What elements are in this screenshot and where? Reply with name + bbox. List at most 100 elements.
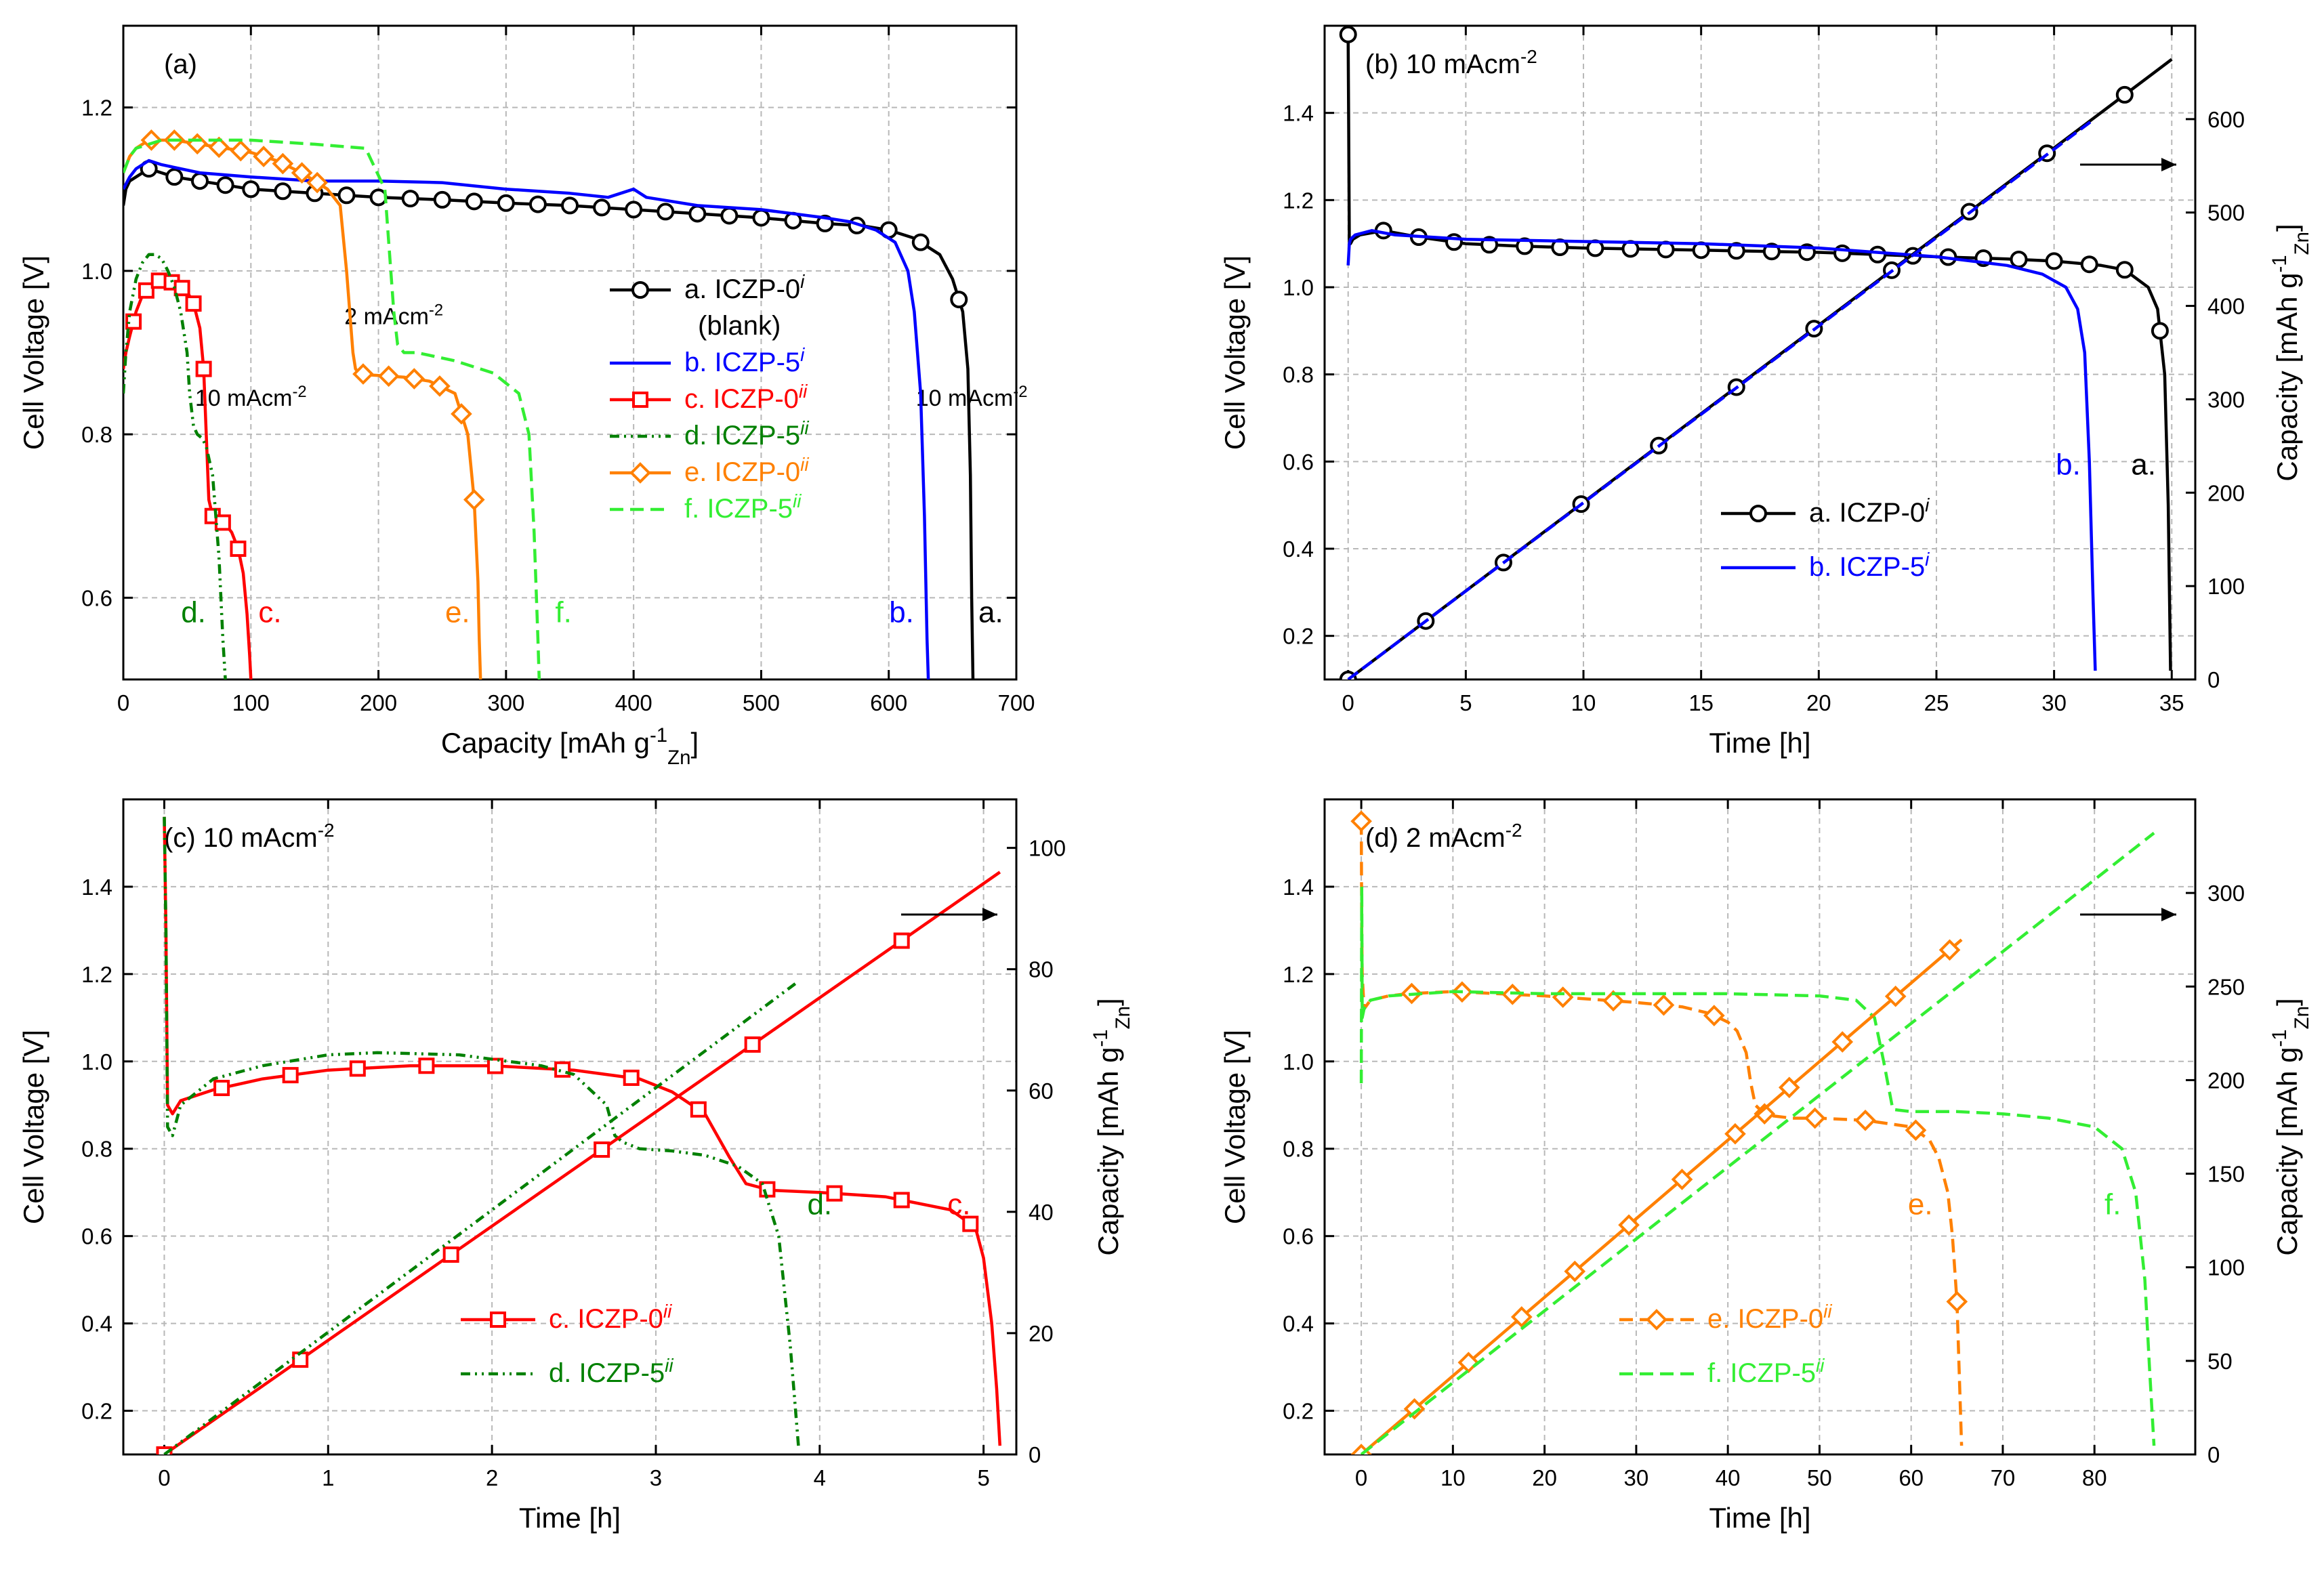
data-point-marker — [349, 1060, 366, 1077]
panel-title-part: (d) 2 mAcm — [1365, 823, 1506, 853]
legend: a. ICZP-0i(blank)b. ICZP-5ic. ICZP-0iid.… — [610, 271, 809, 524]
data-point-marker — [752, 209, 770, 227]
legend-label: d. ICZP-5ii — [684, 417, 809, 451]
x-tick-label: 500 — [743, 690, 780, 715]
data-point-marker — [213, 1080, 230, 1097]
curve-label: b. — [2056, 448, 2081, 482]
panel-title-part: -2 — [1506, 820, 1522, 841]
series-line-e — [123, 138, 482, 679]
gridlines — [123, 799, 1016, 1454]
x-tick-label: 35 — [2159, 690, 2184, 715]
y2-axis-label-part: Zn — [2291, 1006, 2313, 1029]
data-point-marker — [1564, 1260, 1586, 1282]
panel-title-part: -2 — [318, 820, 335, 841]
y2-tick-label: 500 — [2207, 201, 2245, 226]
data-point-marker — [214, 514, 231, 531]
curve-label: c. — [947, 1188, 970, 1221]
data-point-marker — [377, 365, 400, 387]
y2-tick-label: 200 — [2207, 1068, 2245, 1093]
data-point-marker — [463, 488, 485, 511]
annotation-label: 2 mAcm-2 — [344, 301, 443, 330]
y-tick-label: 0.4 — [1283, 537, 1314, 562]
data-point-marker — [253, 146, 274, 167]
data-point-marker — [352, 363, 374, 385]
legend-label-part: c. ICZP-0 — [549, 1304, 663, 1334]
series-line-d — [163, 816, 800, 1446]
legend-label-part: ii — [800, 417, 809, 438]
curve-label: d. — [807, 1188, 832, 1221]
gridlines — [123, 26, 1016, 679]
x-axis-label-part: ] — [690, 727, 699, 759]
curve-label: e. — [1908, 1188, 1933, 1221]
axis-arrow-head — [2161, 908, 2176, 921]
y-tick-label: 0.4 — [1283, 1312, 1314, 1337]
data-point-marker — [1778, 1076, 1800, 1099]
annotation-label-part: -2 — [1013, 382, 1027, 400]
series-group — [156, 816, 1002, 1454]
panel-title-part: (a) — [164, 49, 197, 79]
data-point-marker — [451, 403, 472, 425]
y2-axis-label: Capacity [mAh g-1Zn] — [2268, 998, 2313, 1255]
annotation-label-part: 2 mAcm — [344, 303, 429, 329]
data-point-marker — [1510, 1306, 1533, 1328]
data-point-marker — [1350, 810, 1372, 833]
data-point-marker — [140, 129, 163, 151]
x-tick-label: 200 — [360, 690, 397, 715]
x-axis-label: Capacity [mAh g-1Zn] — [441, 724, 699, 769]
y-tick-label: 0.6 — [81, 585, 112, 610]
data-point-marker — [274, 182, 292, 201]
data-point-marker — [1457, 1351, 1480, 1374]
x-axis-label-part: Time [h] — [519, 1502, 621, 1534]
y-axis-label-part: Cell Voltage [V] — [1219, 255, 1251, 450]
y2-tick-label: 400 — [2207, 294, 2245, 319]
data-point-marker — [1552, 986, 1574, 1008]
y2-tick-label: 600 — [2207, 107, 2245, 132]
y2-axis-label-part: ] — [1092, 998, 1124, 1006]
curve-label: f. — [2104, 1188, 2121, 1221]
y2-tick-label: 300 — [2207, 387, 2245, 412]
x-tick-label: 30 — [2041, 690, 2067, 715]
panel-title-part: (c) 10 mAcm — [164, 823, 318, 853]
panel-title: (b) 10 mAcm-2 — [1365, 46, 1537, 80]
legend-marker — [631, 281, 649, 299]
y2-axis-label-part: Zn — [2291, 232, 2313, 255]
curve-label: a. — [978, 596, 1003, 629]
y-tick-label: 0.8 — [1283, 362, 1314, 387]
curve-label: c. — [258, 596, 281, 629]
x-tick-label: 600 — [870, 690, 907, 715]
legend-label-part: i — [800, 271, 805, 292]
panel-d: 0 10 20 30 40 50 60 70 80 0.2 0.4 0.6 0.8 1.0 1.2 1.4 0 5… — [1219, 798, 2313, 1534]
y2-tick-label: 250 — [2207, 974, 2245, 999]
data-point-marker — [230, 541, 247, 557]
legend-label: c. ICZP-0ii — [684, 381, 808, 415]
data-point-marker — [195, 360, 212, 377]
legend-marker — [632, 392, 648, 408]
data-point-marker — [594, 1141, 610, 1158]
data-point-marker — [1884, 985, 1907, 1007]
x-axis-label-part: Time [h] — [1709, 1502, 1810, 1534]
legend-label-part: a. ICZP-0 — [684, 274, 800, 304]
legend-marker — [1646, 1309, 1667, 1330]
x-tick-label: 40 — [1716, 1465, 1741, 1490]
data-point-marker — [272, 152, 294, 175]
plot-frame — [1323, 24, 2197, 681]
data-point-marker — [528, 195, 547, 213]
y-tick-label: 0.8 — [81, 1137, 112, 1162]
series-line-f — [123, 138, 541, 679]
legend-label-part: i — [1925, 495, 1930, 516]
y-tick-label: 1.4 — [1283, 875, 1314, 900]
curve-label: f. — [555, 596, 571, 629]
y2-tick-label: 80 — [1029, 957, 1054, 982]
curve-label: a. — [2131, 448, 2156, 482]
x-tick-label: 700 — [997, 690, 1035, 715]
legend-marker — [629, 462, 651, 484]
curve-label: e. — [445, 596, 470, 629]
legend-label-part: i — [800, 344, 805, 365]
legend-label-part: c. ICZP-0 — [684, 384, 799, 414]
legend-label-part: b. ICZP-5 — [684, 348, 800, 377]
y2-axis-label-part: Capacity [mAh g — [2271, 1047, 2303, 1255]
y2-axis-label-part: ] — [2271, 998, 2303, 1006]
data-point-marker — [2151, 322, 2169, 340]
